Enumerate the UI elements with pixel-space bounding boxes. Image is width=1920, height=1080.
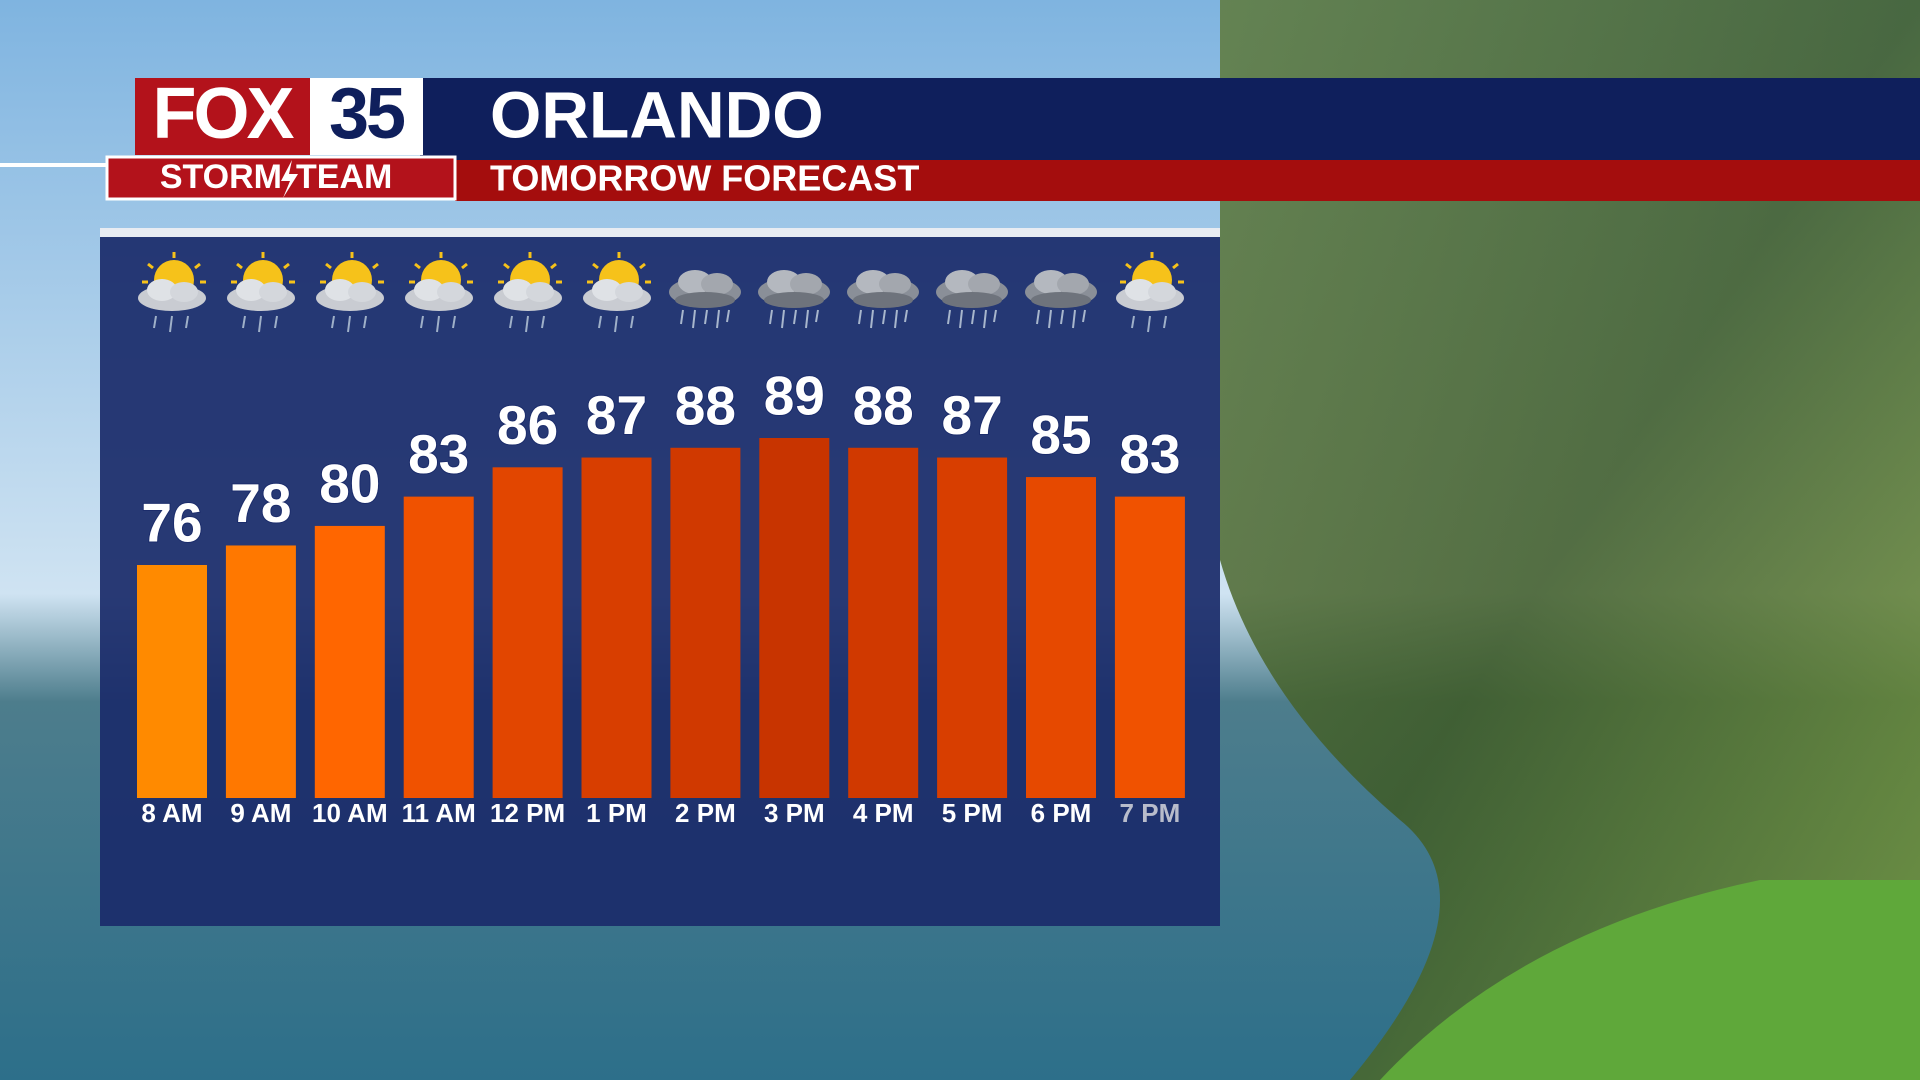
bar [759, 438, 830, 798]
bar [1026, 477, 1096, 798]
logo-channel-box [310, 78, 423, 155]
bar [1114, 496, 1185, 798]
value-label: 87 [586, 384, 647, 446]
logo-team-right: TEAM [296, 158, 392, 196]
bar [225, 545, 296, 798]
value-label: 80 [319, 452, 380, 514]
panel-top [100, 228, 1220, 237]
plot: 76 8 AM 78 9 AM 80 10 AM 83 11 AM 86 12 PM 87 1 PM 8… [137, 364, 1185, 828]
x-tick-label: 2 PM [675, 798, 736, 828]
value-label: 85 [1030, 404, 1091, 466]
logo-brand-box [135, 78, 310, 155]
x-tick-label: 10 AM [312, 798, 388, 828]
logo-team-left: STORM [160, 158, 282, 196]
x-tick-label: 3 PM [764, 798, 825, 828]
bar [403, 496, 474, 798]
logo-channel: 35 [329, 74, 405, 154]
bar [137, 565, 207, 798]
value-label: 87 [942, 384, 1003, 446]
title: ORLANDO [490, 77, 824, 151]
bar [314, 525, 385, 798]
lawn [1380, 880, 1920, 1080]
x-tick-label: 12 PM [490, 798, 565, 828]
value-label: 78 [230, 472, 291, 534]
accent-line [0, 163, 110, 167]
palms [1220, 0, 1920, 1080]
value-label: 89 [764, 365, 825, 427]
subtitle: TOMORROW FORECAST [490, 158, 919, 199]
bar [937, 457, 1008, 798]
value-label: 83 [408, 423, 469, 485]
logo-team-box [105, 155, 457, 201]
x-tick-label: 11 AM [402, 798, 476, 828]
value-label: 76 [141, 492, 202, 554]
bar [581, 457, 652, 798]
subtitle-bar [455, 160, 1920, 201]
value-label: 86 [497, 394, 558, 456]
title-bar [420, 78, 1920, 160]
value-label: 88 [853, 374, 914, 436]
bar [670, 447, 741, 798]
x-tick-label: 6 PM [1031, 798, 1092, 828]
value-label: 88 [675, 374, 736, 436]
x-tick-label: 8 AM [141, 798, 202, 828]
value-label: 83 [1119, 423, 1180, 485]
logo-brand: FOX [152, 74, 294, 154]
x-tick-label: 9 AM [230, 798, 291, 828]
x-tick-label: 1 PM [586, 798, 647, 828]
bar [492, 467, 563, 798]
x-tick-label: 5 PM [942, 798, 1003, 828]
bar [848, 447, 919, 798]
logo-bolt [281, 160, 298, 198]
x-tick-label: 4 PM [853, 798, 914, 828]
x-tick-label: 7 PM [1120, 798, 1181, 828]
